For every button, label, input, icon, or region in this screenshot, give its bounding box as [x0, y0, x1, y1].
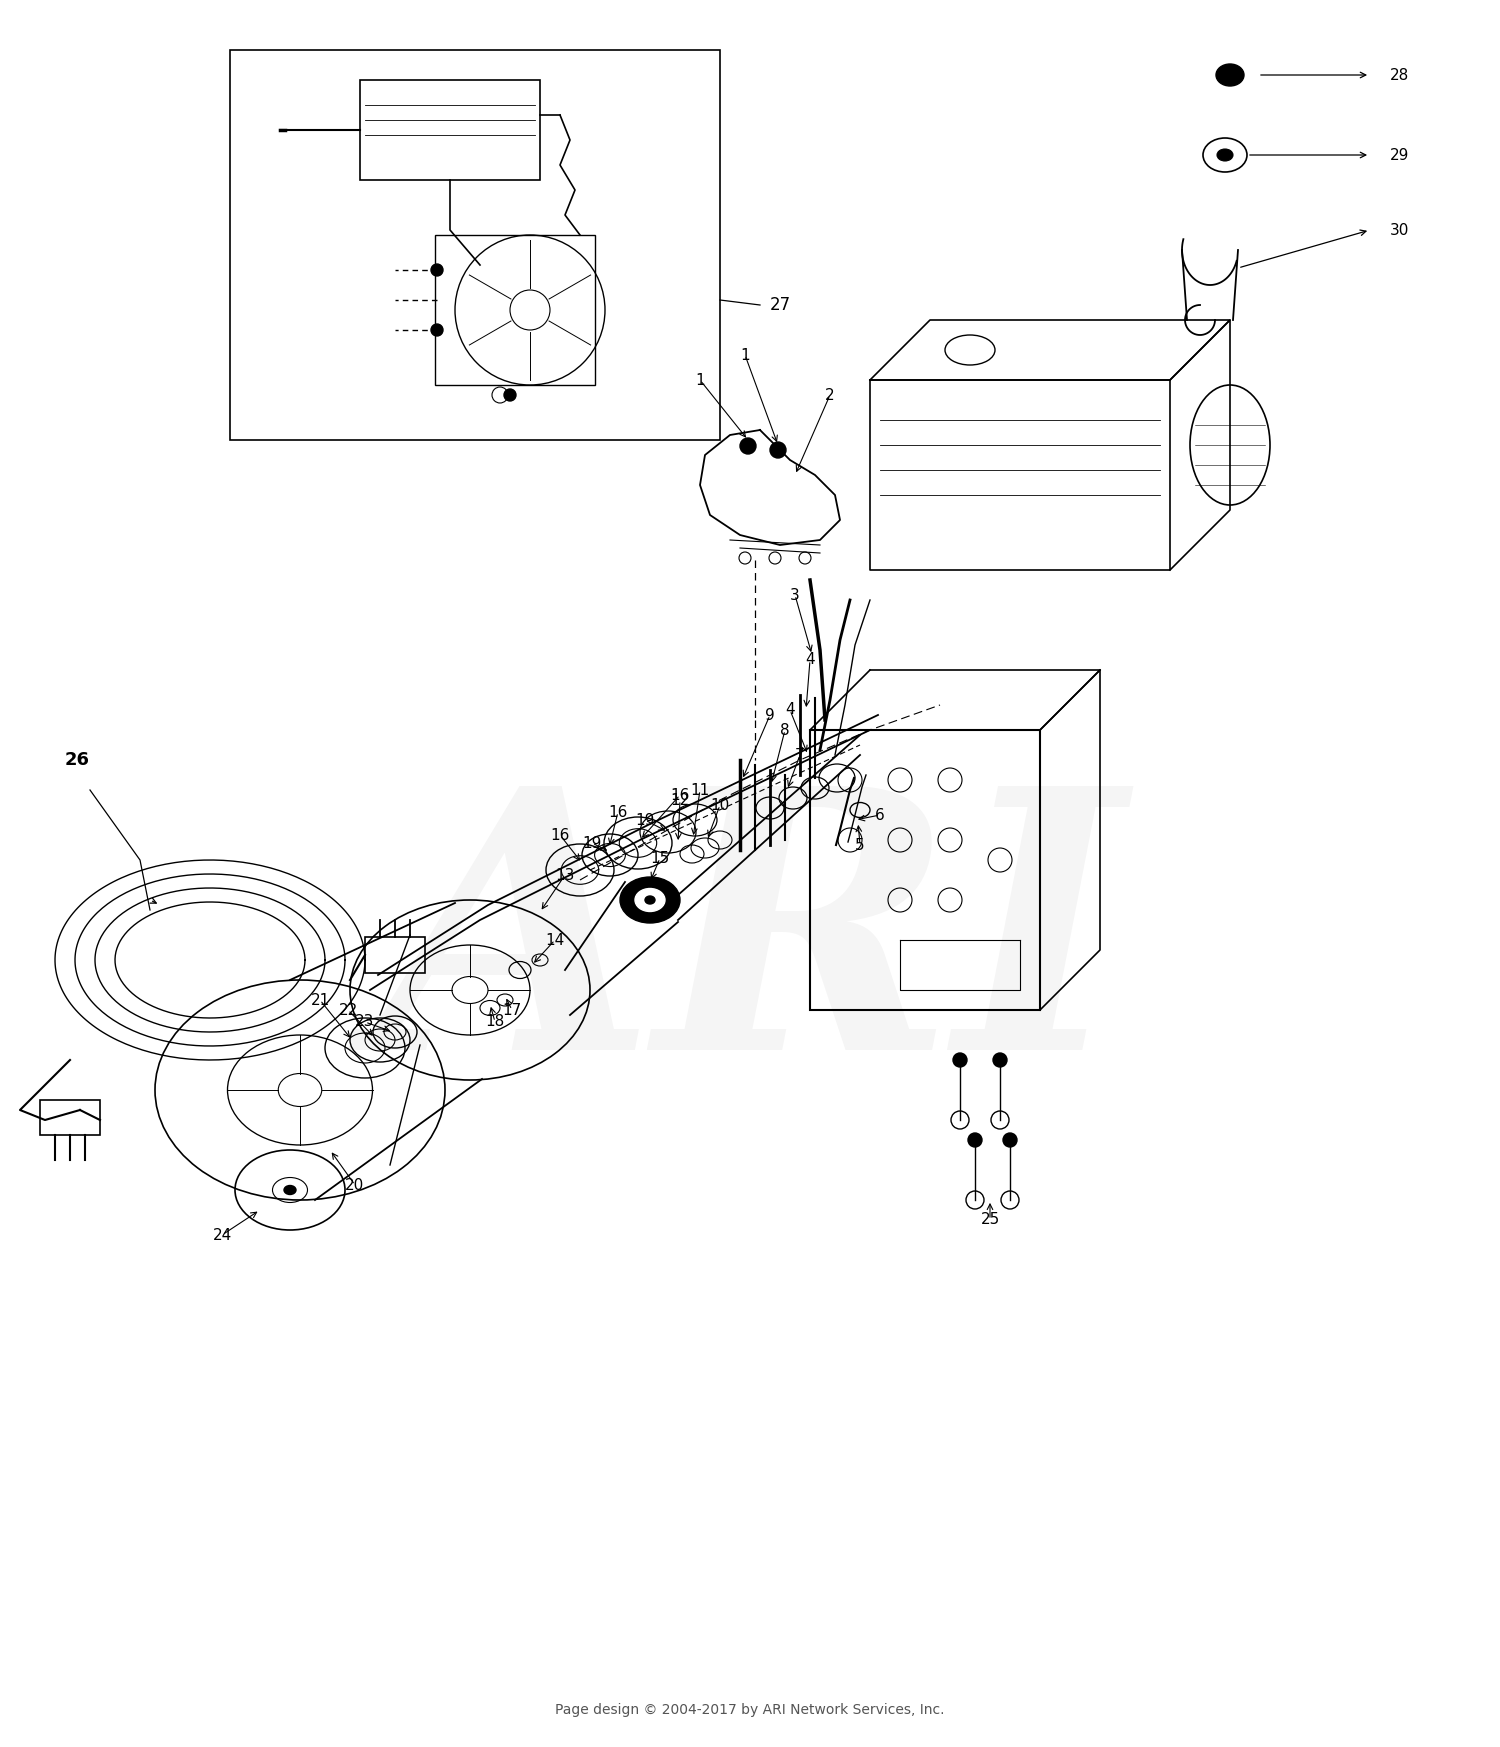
Text: 22: 22	[339, 1003, 357, 1017]
Circle shape	[430, 264, 442, 276]
Circle shape	[1004, 1134, 1017, 1148]
Bar	[364, 936, 424, 973]
Text: 12: 12	[670, 793, 690, 807]
Text: 23: 23	[356, 1015, 375, 1029]
Text: 3: 3	[790, 587, 800, 603]
Circle shape	[993, 1053, 1006, 1067]
Text: Page design © 2004-2017 by ARI Network Services, Inc.: Page design © 2004-2017 by ARI Network S…	[555, 1703, 945, 1717]
Text: 1: 1	[694, 372, 705, 388]
Text: 8: 8	[780, 723, 790, 737]
Text: 15: 15	[651, 851, 669, 865]
Circle shape	[504, 390, 516, 402]
Ellipse shape	[1216, 65, 1243, 86]
Text: 19: 19	[582, 835, 602, 851]
Bar	[435, 236, 596, 384]
Text: 30: 30	[1390, 222, 1410, 238]
Bar	[40, 1101, 101, 1136]
Bar	[810, 730, 1039, 1010]
Ellipse shape	[634, 889, 664, 912]
Text: 26: 26	[64, 751, 90, 769]
Text: 10: 10	[711, 797, 729, 812]
Circle shape	[770, 442, 786, 458]
Text: 29: 29	[1390, 147, 1410, 162]
Ellipse shape	[620, 877, 680, 922]
Text: 17: 17	[503, 1003, 522, 1017]
Text: 13: 13	[555, 868, 574, 882]
Text: 21: 21	[310, 992, 330, 1008]
Text: 27: 27	[770, 295, 790, 314]
Text: 16: 16	[609, 805, 627, 819]
Text: 28: 28	[1390, 68, 1410, 82]
Circle shape	[430, 323, 442, 335]
Text: 9: 9	[765, 708, 776, 723]
Text: 16: 16	[670, 788, 690, 802]
Ellipse shape	[645, 896, 656, 903]
Text: 4: 4	[806, 652, 814, 667]
Text: 24: 24	[213, 1228, 231, 1242]
Text: 1: 1	[740, 348, 750, 362]
Text: 18: 18	[486, 1015, 504, 1029]
Text: 2: 2	[825, 388, 836, 402]
Text: 19: 19	[636, 812, 654, 828]
Text: 5: 5	[855, 837, 865, 853]
Text: 6: 6	[874, 807, 885, 823]
Text: 14: 14	[546, 933, 564, 947]
Text: 16: 16	[550, 828, 570, 842]
Text: 7: 7	[795, 748, 806, 762]
Text: 11: 11	[690, 783, 709, 797]
Ellipse shape	[284, 1186, 296, 1195]
Ellipse shape	[1216, 148, 1233, 161]
Circle shape	[952, 1053, 968, 1067]
Text: 25: 25	[981, 1212, 999, 1228]
Bar	[230, 51, 720, 440]
Text: 4: 4	[784, 702, 795, 718]
Circle shape	[740, 438, 756, 454]
Text: 20: 20	[345, 1177, 364, 1193]
Text: ARI: ARI	[375, 776, 1125, 1125]
Bar	[360, 80, 540, 180]
Circle shape	[968, 1134, 982, 1148]
